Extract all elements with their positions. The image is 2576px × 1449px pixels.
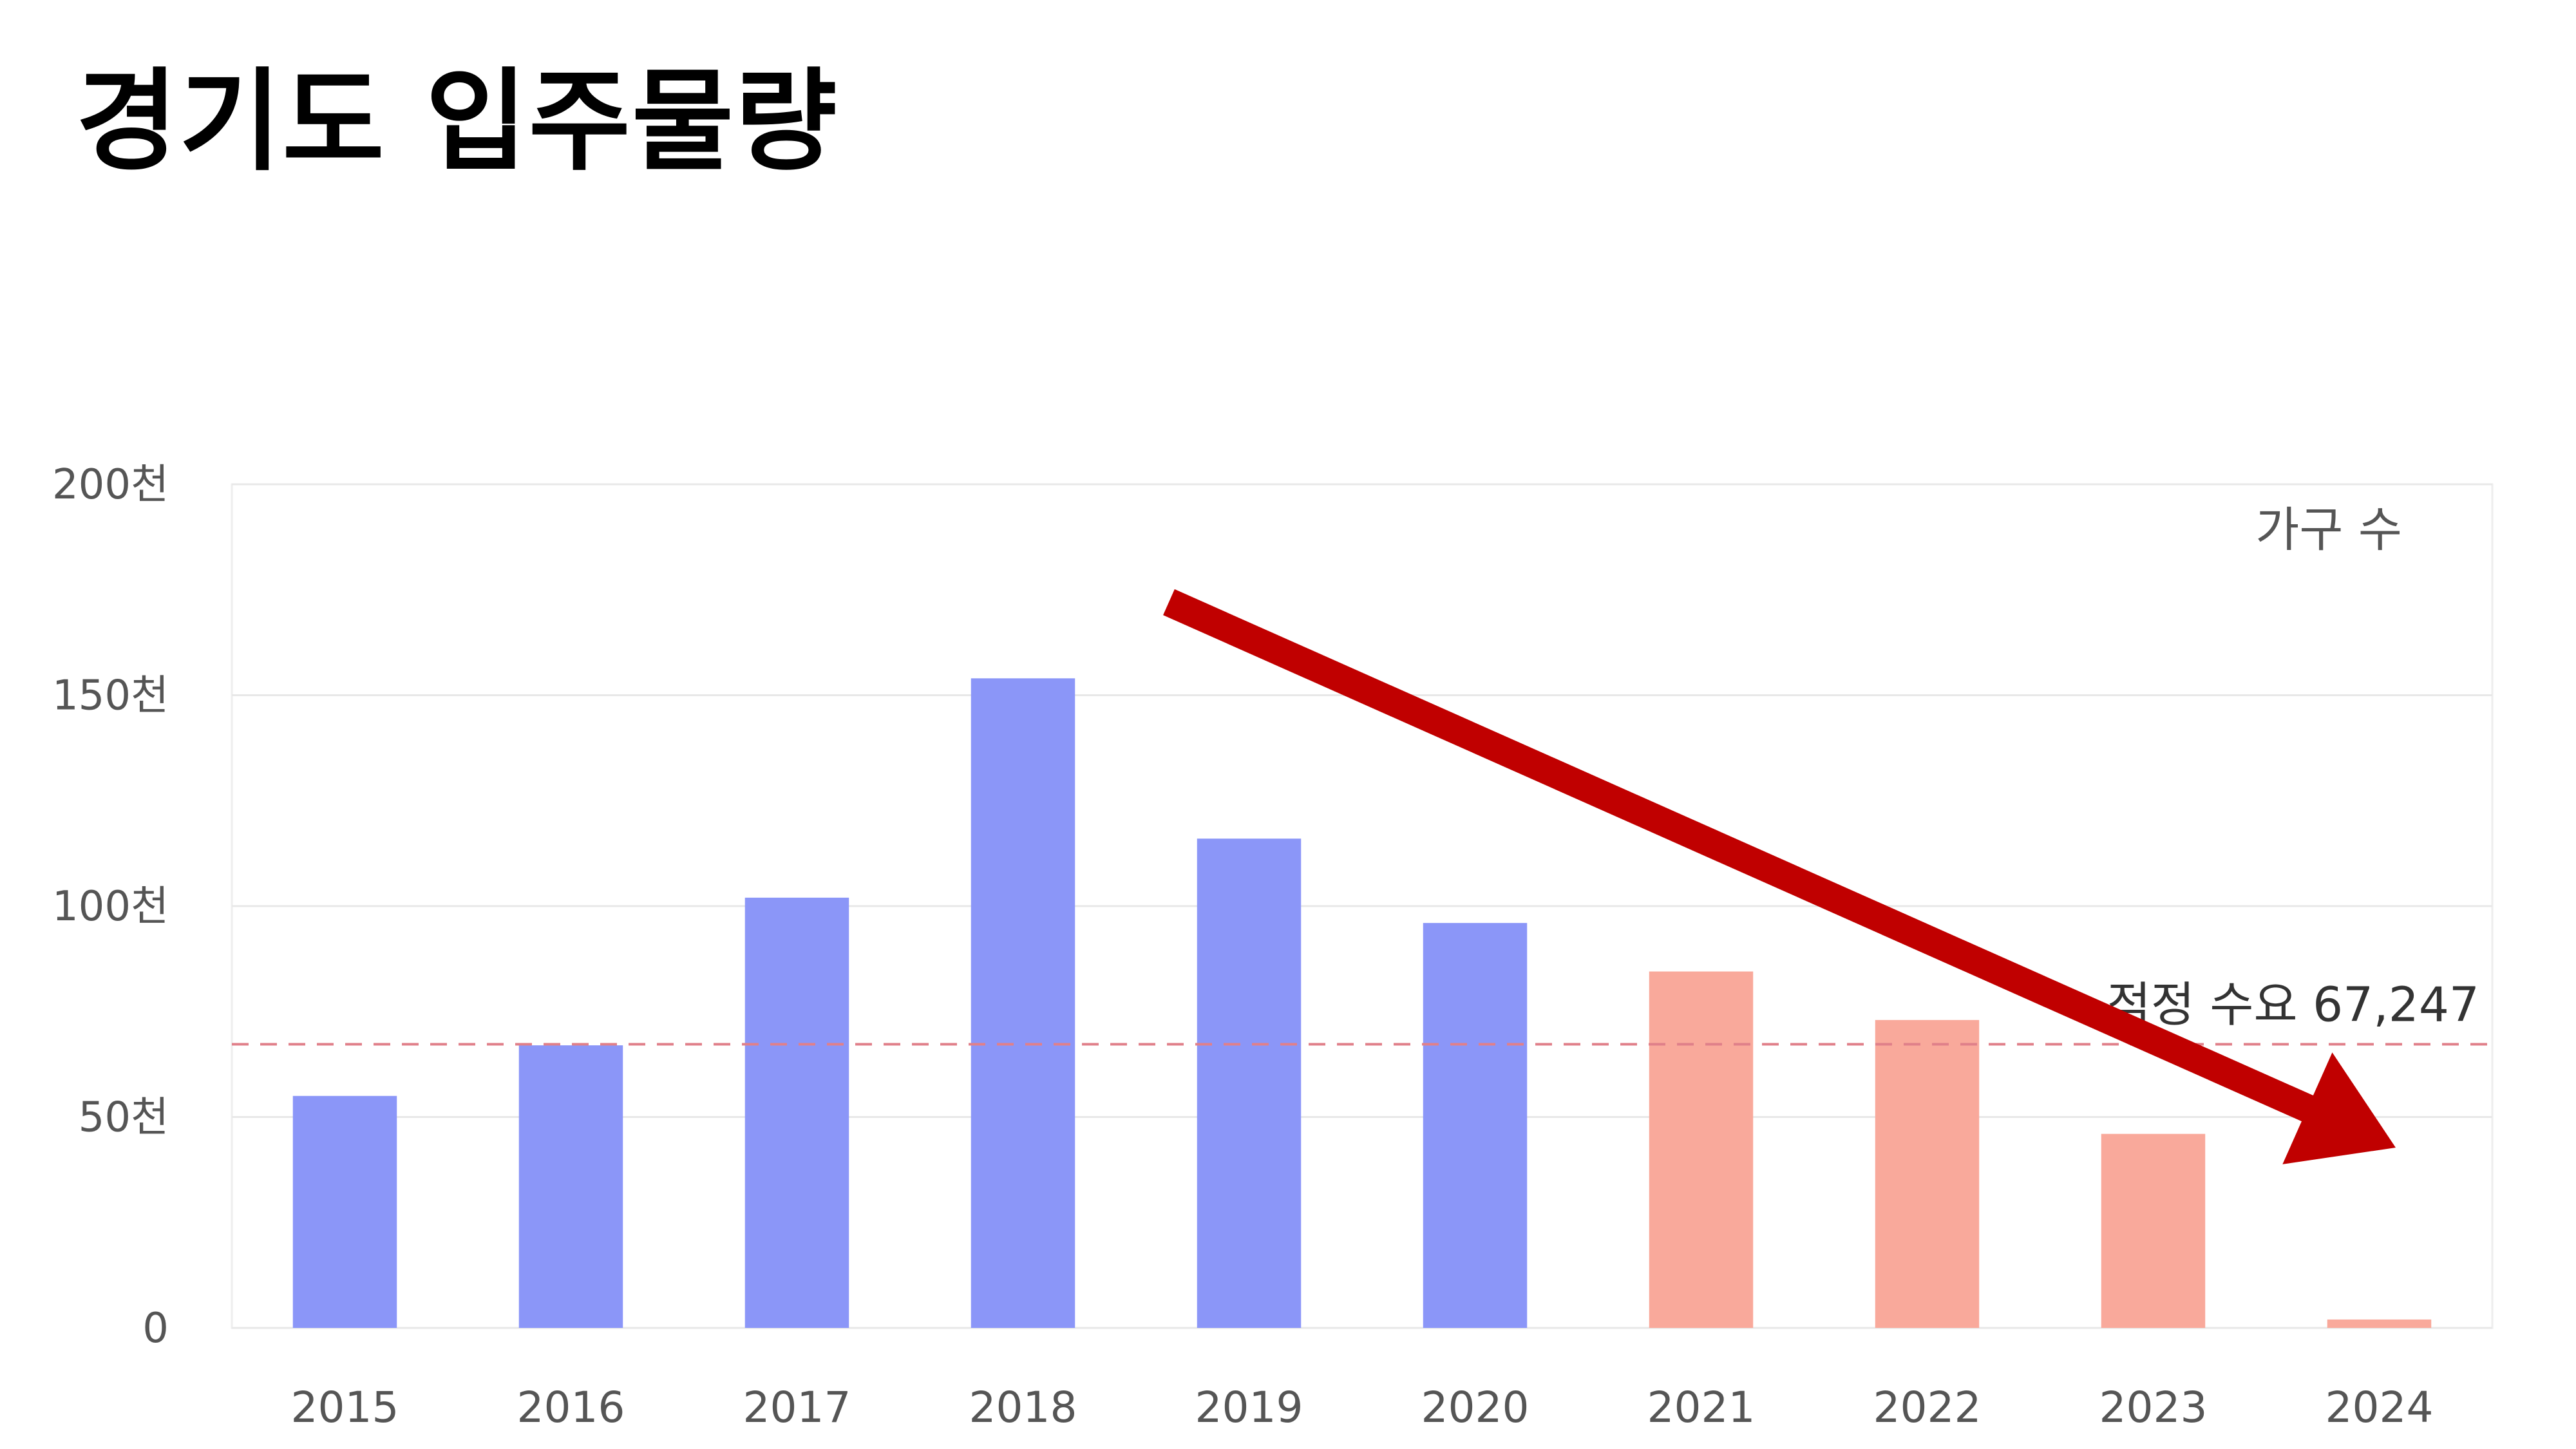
legend-label: 가구 수 bbox=[2255, 502, 2402, 558]
x-axis: 2015 2016 2017 2018 2019 2020 2021 2022 2023 2024 bbox=[291, 1383, 2434, 1432]
reference-line-label: 적정 수요 67,247 bbox=[2107, 978, 2479, 1033]
trend-arrow-shaft bbox=[1163, 589, 2320, 1124]
x-tick-label: 2019 bbox=[1195, 1383, 1303, 1432]
bar-layer bbox=[292, 678, 2432, 1328]
bar-2015 bbox=[292, 1095, 397, 1328]
bar-2020 bbox=[1423, 923, 1528, 1328]
x-tick-label: 2020 bbox=[1421, 1383, 1530, 1432]
page-title: 경기도 입주물량 bbox=[76, 57, 838, 186]
y-tick-label: 100천 bbox=[52, 883, 169, 931]
x-tick-label: 2023 bbox=[2099, 1383, 2208, 1432]
bar-2021 bbox=[1649, 971, 1754, 1328]
trend-arrow bbox=[1163, 589, 2396, 1164]
x-tick-label: 2024 bbox=[2325, 1383, 2434, 1432]
x-tick-label: 2018 bbox=[969, 1383, 1077, 1432]
x-tick-label: 2022 bbox=[1873, 1383, 1982, 1432]
bar-2016 bbox=[518, 1045, 623, 1328]
y-tick-label: 150천 bbox=[52, 672, 169, 720]
x-tick-label: 2015 bbox=[291, 1383, 399, 1432]
x-tick-label: 2017 bbox=[743, 1383, 851, 1432]
bar-2023 bbox=[2101, 1133, 2206, 1328]
bar-2017 bbox=[744, 897, 849, 1328]
bar-2019 bbox=[1197, 838, 1302, 1328]
reference-layer: 적정 수요 67,247 bbox=[232, 978, 2492, 1046]
bar-2024 bbox=[2327, 1319, 2432, 1328]
y-tick-label: 50천 bbox=[79, 1094, 169, 1142]
x-tick-label: 2016 bbox=[517, 1383, 625, 1432]
y-tick-label: 200천 bbox=[52, 461, 169, 509]
y-axis: 0 50천 100천 150천 200천 bbox=[52, 461, 169, 1352]
y-tick-label: 0 bbox=[142, 1305, 169, 1352]
bar-2022 bbox=[1875, 1019, 1980, 1328]
x-tick-label: 2021 bbox=[1647, 1383, 1756, 1432]
trend-arrow-head bbox=[2282, 1052, 2396, 1164]
bar-2018 bbox=[971, 678, 1075, 1328]
